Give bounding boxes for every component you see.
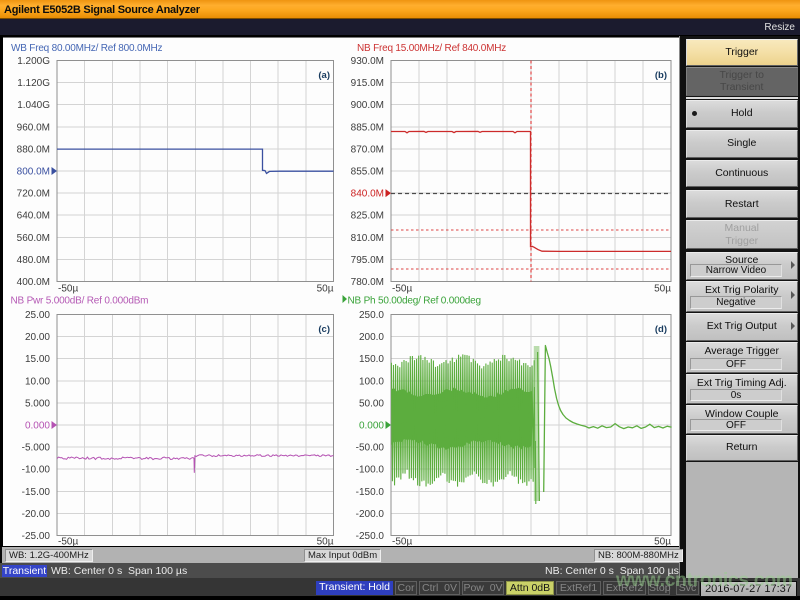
svg-text:25.00: 25.00 bbox=[25, 310, 50, 321]
svg-text:640.0M: 640.0M bbox=[17, 211, 50, 222]
svg-text:-250.0: -250.0 bbox=[356, 531, 385, 542]
svg-text:10.00: 10.00 bbox=[25, 376, 50, 387]
svg-text:780.0M: 780.0M bbox=[351, 277, 384, 288]
svg-text:915.0M: 915.0M bbox=[351, 78, 384, 89]
svg-text:480.0M: 480.0M bbox=[17, 255, 50, 266]
svg-text:900.0M: 900.0M bbox=[351, 100, 384, 111]
svg-text:NB Freq 15.00MHz/ Ref 840.0MHz: NB Freq 15.00MHz/ Ref 840.0MHz bbox=[357, 43, 506, 54]
svg-text:810.0M: 810.0M bbox=[351, 233, 384, 244]
svg-text:1.040G: 1.040G bbox=[17, 100, 50, 111]
svg-text:-50µ: -50µ bbox=[392, 537, 412, 548]
svg-text:0.000: 0.000 bbox=[25, 421, 50, 432]
svg-text:-50µ: -50µ bbox=[392, 284, 412, 295]
svg-text:0.000: 0.000 bbox=[359, 421, 384, 432]
svg-text:-20.00: -20.00 bbox=[22, 509, 51, 520]
svg-text:100.0: 100.0 bbox=[359, 376, 384, 387]
svg-text:1.120G: 1.120G bbox=[17, 78, 50, 89]
svg-text:(d): (d) bbox=[655, 324, 667, 335]
svg-text:50.00: 50.00 bbox=[359, 398, 384, 409]
svg-text:1.200G: 1.200G bbox=[17, 56, 50, 67]
svg-text:5.000: 5.000 bbox=[25, 398, 50, 409]
svg-text:-15.00: -15.00 bbox=[22, 487, 51, 498]
svg-text:960.0M: 960.0M bbox=[17, 122, 50, 133]
svg-text:-50µ: -50µ bbox=[58, 284, 78, 295]
svg-text:800.0M: 800.0M bbox=[17, 167, 50, 178]
svg-text:885.0M: 885.0M bbox=[351, 122, 384, 133]
svg-text:-100.0: -100.0 bbox=[356, 465, 385, 476]
svg-text:(b): (b) bbox=[655, 70, 667, 81]
svg-text:400.0M: 400.0M bbox=[17, 277, 50, 288]
svg-text:50µ: 50µ bbox=[317, 284, 334, 295]
svg-text:50µ: 50µ bbox=[317, 537, 334, 548]
svg-text:-50µ: -50µ bbox=[58, 537, 78, 548]
svg-text:-150.0: -150.0 bbox=[356, 487, 385, 498]
svg-text:795.0M: 795.0M bbox=[351, 255, 384, 266]
svg-text:870.0M: 870.0M bbox=[351, 144, 384, 155]
svg-text:880.0M: 880.0M bbox=[17, 144, 50, 155]
svg-text:825.0M: 825.0M bbox=[351, 211, 384, 222]
svg-text:250.0: 250.0 bbox=[359, 310, 384, 321]
svg-text:50µ: 50µ bbox=[654, 284, 671, 295]
svg-text:560.0M: 560.0M bbox=[17, 233, 50, 244]
svg-text:840.0M: 840.0M bbox=[351, 189, 384, 200]
svg-text:-10.00: -10.00 bbox=[22, 465, 51, 476]
svg-text:NB Pwr 5.000dB/ Ref 0.000dBm: NB Pwr 5.000dB/ Ref 0.000dBm bbox=[11, 296, 149, 307]
svg-text:-25.00: -25.00 bbox=[22, 531, 51, 542]
svg-text:(a): (a) bbox=[318, 70, 330, 81]
svg-text:15.00: 15.00 bbox=[25, 354, 50, 365]
svg-text:20.00: 20.00 bbox=[25, 332, 50, 343]
svg-text:NB Ph 50.00deg/ Ref 0.000deg: NB Ph 50.00deg/ Ref 0.000deg bbox=[348, 296, 481, 307]
svg-text:(c): (c) bbox=[318, 324, 330, 335]
svg-text:855.0M: 855.0M bbox=[351, 167, 384, 178]
svg-text:-50.00: -50.00 bbox=[356, 443, 385, 454]
svg-text:720.0M: 720.0M bbox=[17, 189, 50, 200]
svg-text:-200.0: -200.0 bbox=[356, 509, 385, 520]
svg-text:-5.000: -5.000 bbox=[22, 443, 51, 454]
svg-text:200.0: 200.0 bbox=[359, 332, 384, 343]
svg-text:150.0: 150.0 bbox=[359, 354, 384, 365]
svg-text:WB Freq 80.00MHz/ Ref 800.0MHz: WB Freq 80.00MHz/ Ref 800.0MHz bbox=[11, 43, 162, 54]
svg-text:930.0M: 930.0M bbox=[351, 56, 384, 67]
svg-text:50µ: 50µ bbox=[654, 537, 671, 548]
